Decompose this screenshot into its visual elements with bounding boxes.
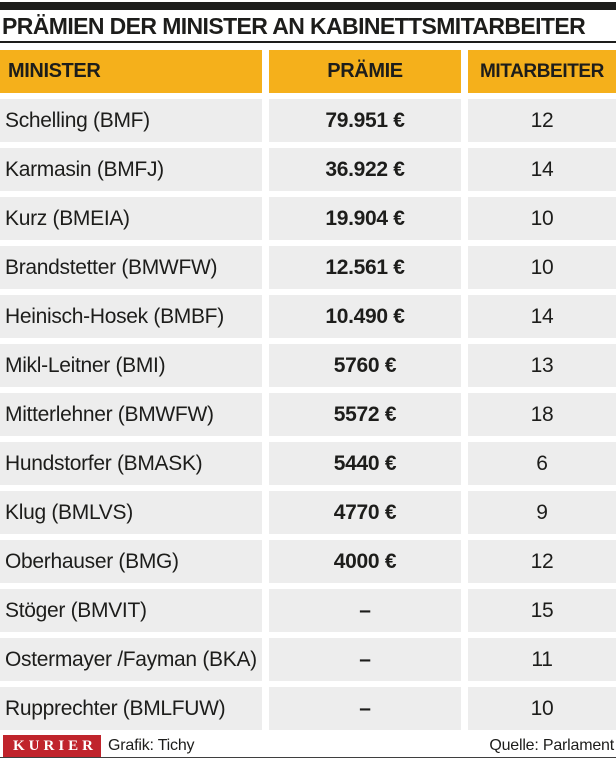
source-label: Quelle: Parlament [489, 737, 614, 754]
minister-cell: Heinisch-Hosek (BMBF) [0, 295, 262, 338]
graphic-credit: Grafik: Tichy [108, 737, 195, 754]
minister-cell: Mitterlehner (BMWFW) [0, 393, 262, 436]
top-black-bar [0, 2, 616, 10]
mitarbeiter-cell: 11 [468, 638, 616, 681]
praemie-cell: 5572 € [269, 393, 461, 436]
footer-left: KURIER Grafik: Tichy [0, 735, 195, 757]
mitarbeiter-cell: 10 [468, 197, 616, 240]
column-header-mitarbeiter: MITARBEITER [468, 50, 616, 93]
table-row: Stöger (BMVIT) – 15 [0, 589, 616, 632]
minister-cell: Kurz (BMEIA) [0, 197, 262, 240]
praemie-cell: 4000 € [269, 540, 461, 583]
minister-cell: Rupprechter (BMLFUW) [0, 687, 262, 730]
mitarbeiter-cell: 12 [468, 540, 616, 583]
table-row: Mikl-Leitner (BMI) 5760 € 13 [0, 344, 616, 387]
mitarbeiter-cell: 13 [468, 344, 616, 387]
praemie-cell: 12.561 € [269, 246, 461, 289]
praemie-cell: 10.490 € [269, 295, 461, 338]
praemie-cell: – [269, 638, 461, 681]
minister-cell: Ostermayer /Fayman (BKA) [0, 638, 262, 681]
mitarbeiter-cell: 9 [468, 491, 616, 534]
column-header-praemie: PRÄMIE [269, 50, 461, 93]
table-row: Schelling (BMF) 79.951 € 12 [0, 99, 616, 142]
table-row: Hundstorfer (BMASK) 5440 € 6 [0, 442, 616, 485]
table-row: Karmasin (BMFJ) 36.922 € 14 [0, 148, 616, 191]
mitarbeiter-cell: 10 [468, 246, 616, 289]
minister-cell: Karmasin (BMFJ) [0, 148, 262, 191]
mitarbeiter-cell: 15 [468, 589, 616, 632]
mitarbeiter-cell: 18 [468, 393, 616, 436]
minister-cell: Stöger (BMVIT) [0, 589, 262, 632]
footer: KURIER Grafik: Tichy Quelle: Parlament [0, 735, 616, 758]
table-row: Mitterlehner (BMWFW) 5572 € 18 [0, 393, 616, 436]
table-header-row: MINISTER PRÄMIE MITARBEITER [0, 50, 616, 93]
praemie-cell: 36.922 € [269, 148, 461, 191]
column-header-minister: MINISTER [0, 50, 262, 93]
table-row: Heinisch-Hosek (BMBF) 10.490 € 14 [0, 295, 616, 338]
premiums-table: MINISTER PRÄMIE MITARBEITER Schelling (B… [0, 50, 616, 730]
table-row: Oberhauser (BMG) 4000 € 12 [0, 540, 616, 583]
table-row: Klug (BMLVS) 4770 € 9 [0, 491, 616, 534]
minister-cell: Mikl-Leitner (BMI) [0, 344, 262, 387]
minister-cell: Schelling (BMF) [0, 99, 262, 142]
mitarbeiter-cell: 10 [468, 687, 616, 730]
minister-cell: Brandstetter (BMWFW) [0, 246, 262, 289]
mitarbeiter-cell: 12 [468, 99, 616, 142]
minister-cell: Hundstorfer (BMASK) [0, 442, 262, 485]
table-row: Ostermayer /Fayman (BKA) – 11 [0, 638, 616, 681]
mitarbeiter-cell: 14 [468, 295, 616, 338]
mitarbeiter-cell: 6 [468, 442, 616, 485]
praemie-cell: 4770 € [269, 491, 461, 534]
minister-cell: Klug (BMLVS) [0, 491, 262, 534]
table-row: Rupprechter (BMLFUW) – 10 [0, 687, 616, 730]
praemie-cell: – [269, 687, 461, 730]
title-underline [0, 41, 616, 43]
mitarbeiter-cell: 14 [468, 148, 616, 191]
page-title: PRÄMIEN DER MINISTER AN KABINETTSMITARBE… [2, 13, 586, 39]
kurier-logo: KURIER [3, 735, 102, 757]
table-row: Kurz (BMEIA) 19.904 € 10 [0, 197, 616, 240]
praemie-cell: 5440 € [269, 442, 461, 485]
minister-cell: Oberhauser (BMG) [0, 540, 262, 583]
praemie-cell: 5760 € [269, 344, 461, 387]
table-row: Brandstetter (BMWFW) 12.561 € 10 [0, 246, 616, 289]
praemie-cell: 79.951 € [269, 99, 461, 142]
praemie-cell: – [269, 589, 461, 632]
praemie-cell: 19.904 € [269, 197, 461, 240]
